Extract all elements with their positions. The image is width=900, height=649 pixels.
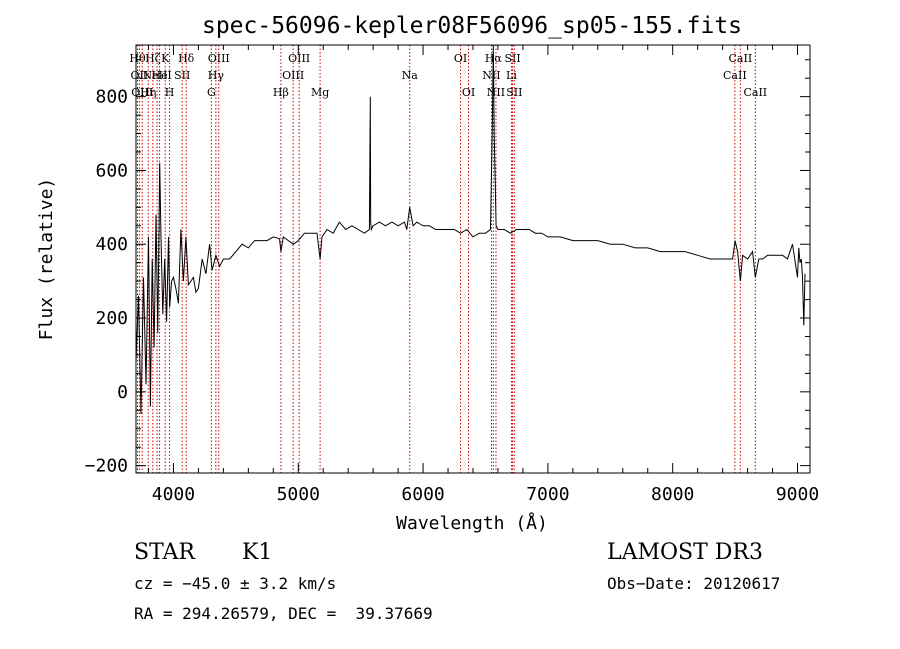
- marker-label: H: [165, 86, 175, 99]
- marker-label: OI: [454, 52, 467, 65]
- marker-label: CaII: [743, 86, 767, 99]
- marker-label: SII: [504, 52, 520, 65]
- x-tick-label: 4000: [152, 484, 195, 505]
- marker-label: OIII: [288, 52, 310, 65]
- marker-label: NII: [482, 69, 500, 82]
- y-tick-label: 0: [117, 382, 128, 403]
- x-tick-label: 6000: [401, 484, 444, 505]
- marker-label: OII: [131, 69, 149, 82]
- marker-label: SII: [506, 86, 522, 99]
- marker-label: OIII: [131, 86, 153, 99]
- marker-label: He: [152, 69, 168, 82]
- marker-label: Hβ: [273, 86, 289, 99]
- x-tick-label: 7000: [526, 484, 569, 505]
- marker-label: Hδ: [178, 52, 195, 65]
- flux-line: [135, 44, 806, 415]
- y-tick-label: 800: [95, 87, 128, 108]
- marker-label: K: [161, 52, 170, 65]
- redshift-readout: cz = −45.0 ± 3.2 km/s: [134, 574, 337, 593]
- x-tick-label: 8000: [651, 484, 694, 505]
- marker-label: Hθ: [129, 52, 146, 65]
- y-axis-ticks: −200 0 200 400 600 800: [85, 59, 810, 477]
- survey-name: LAMOST DR3: [607, 540, 763, 565]
- y-axis-label: Flux (relative): [36, 178, 57, 341]
- marker-label: SII: [174, 69, 190, 82]
- line-marker-labels: HθOIIOIIIHηHζNeIIIHeKHSIIHδGHγOIIIHβOIII…: [129, 52, 767, 99]
- line-markers: [136, 45, 756, 473]
- x-tick-label: 9000: [776, 484, 819, 505]
- marker-label: Na: [402, 69, 419, 82]
- coordinates: RA = 294.26579, DEC = 39.37669: [134, 604, 433, 623]
- y-tick-label: 400: [95, 234, 128, 255]
- y-tick-label: 200: [95, 308, 128, 329]
- marker-label: Hη: [140, 86, 156, 99]
- marker-label: OI: [462, 86, 475, 99]
- marker-label: Li: [506, 69, 517, 82]
- marker-label: CaII: [723, 69, 747, 82]
- marker-label: CaII: [729, 52, 753, 65]
- marker-label: NeIII: [143, 69, 172, 82]
- object-class: STAR: [134, 540, 195, 565]
- y-tick-label: 600: [95, 160, 128, 181]
- marker-label: Mg: [311, 86, 329, 99]
- object-subclass: K1: [242, 540, 273, 565]
- x-axis-label: Wavelength (Å): [396, 512, 548, 534]
- marker-label: Hγ: [208, 69, 225, 82]
- marker-label: OIII: [208, 52, 230, 65]
- marker-label: NII: [487, 86, 505, 99]
- x-tick-label: 5000: [277, 484, 320, 505]
- obs-date: Obs−Date: 20120617: [607, 574, 781, 593]
- marker-label: OIII: [282, 69, 304, 82]
- flux-series: [135, 44, 806, 415]
- y-tick-label: −200: [85, 456, 128, 477]
- marker-label: G: [207, 86, 216, 99]
- x-axis-ticks: 4000 5000 6000 7000 8000 9000: [147, 45, 819, 505]
- marker-label: Hζ: [145, 52, 161, 65]
- chart-title: spec-56096-kepler08F56096_sp05-155.fits: [202, 13, 742, 39]
